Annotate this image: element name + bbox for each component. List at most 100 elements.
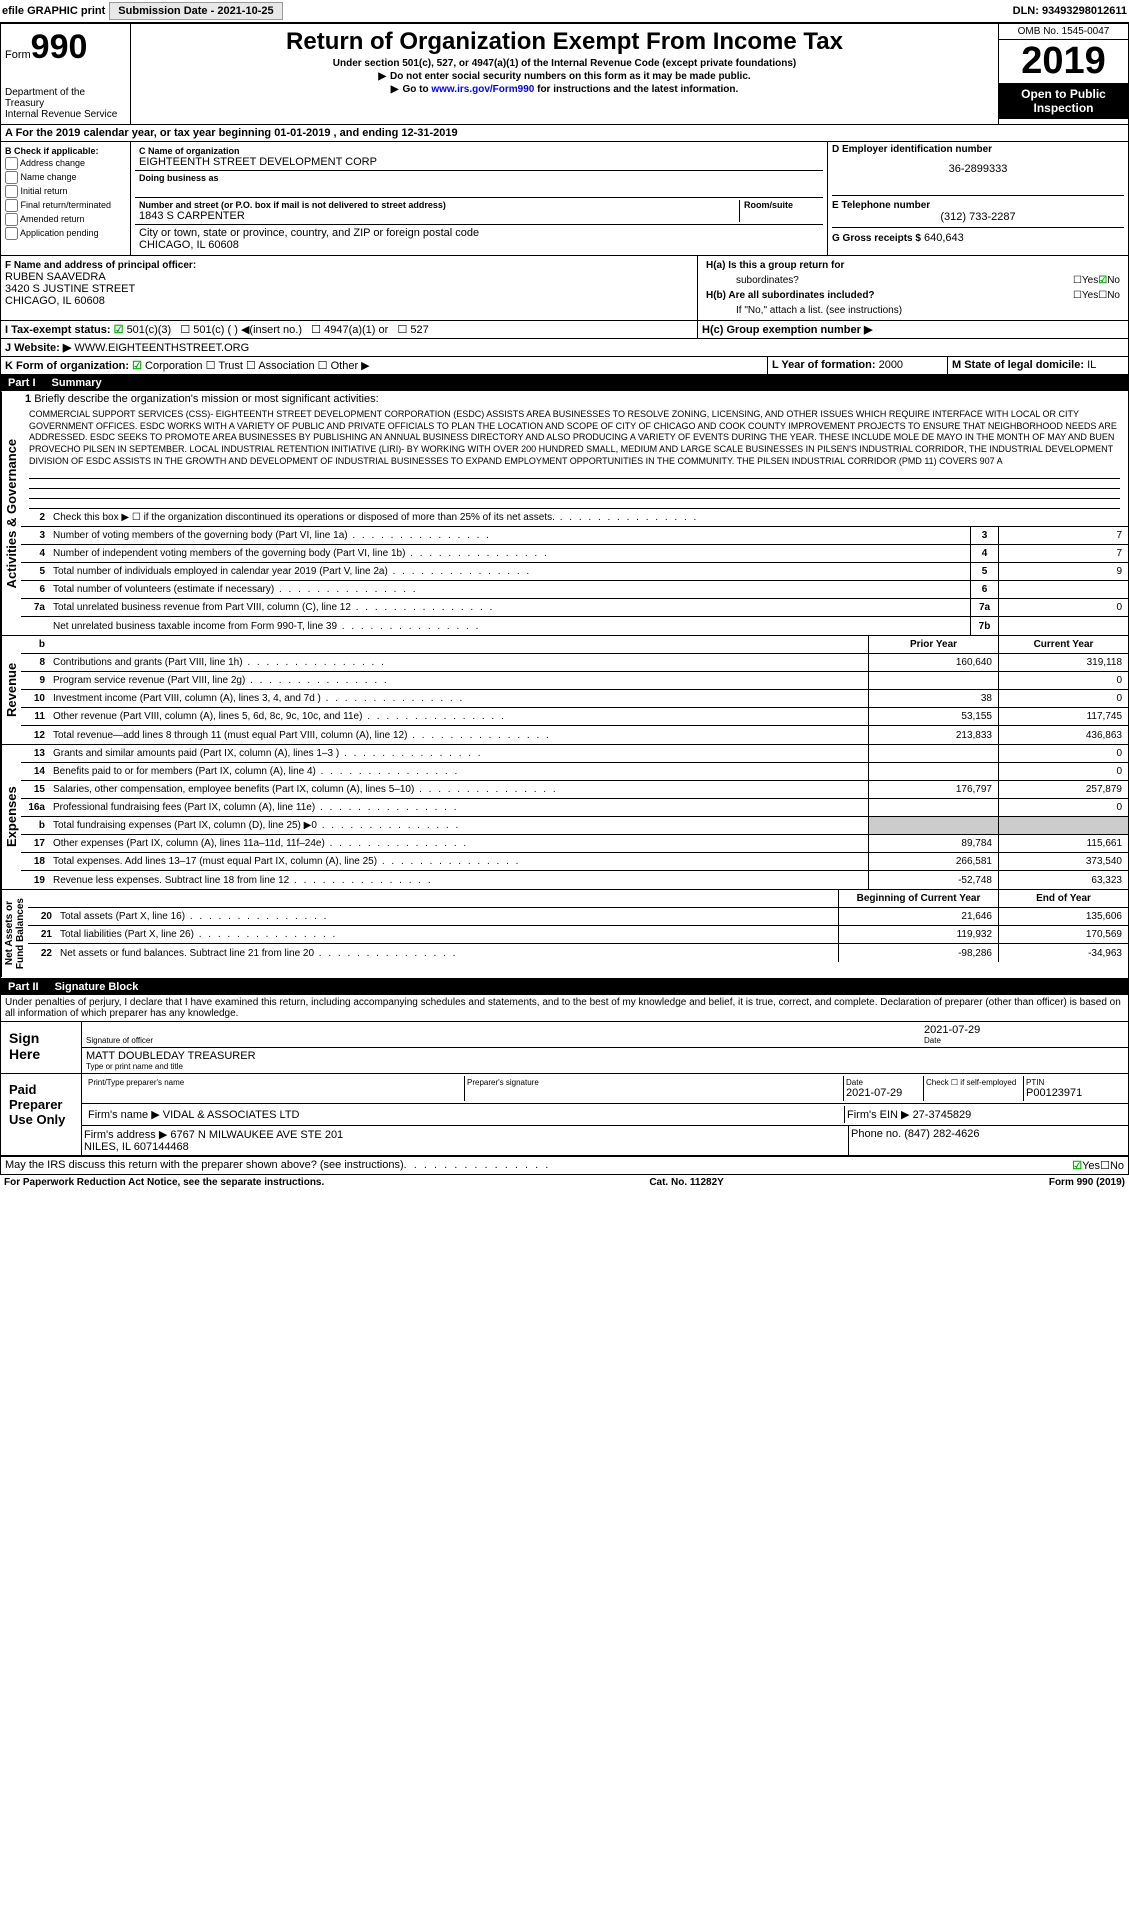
irs-link[interactable]: www.irs.gov/Form990 bbox=[431, 84, 534, 95]
g-label: G Gross receipts $ bbox=[832, 233, 921, 244]
phone-value: (312) 733-2287 bbox=[832, 211, 1124, 223]
form-title: Return of Organization Exempt From Incom… bbox=[135, 28, 994, 56]
form-number: 990 bbox=[31, 28, 88, 66]
footer-left: For Paperwork Reduction Act Notice, see … bbox=[4, 1177, 324, 1188]
firm-ein: 27-3745829 bbox=[913, 1109, 972, 1121]
section-h: H(a) Is this a group return for subordin… bbox=[698, 256, 1128, 320]
form-org-row: K Form of organization: ☑ Corporation ☐ … bbox=[0, 357, 1129, 375]
chk-final[interactable]: Final return/terminated bbox=[5, 199, 126, 212]
col-b: b bbox=[21, 639, 49, 650]
expenses-section: Expenses 13Grants and similar amounts pa… bbox=[0, 745, 1129, 890]
chk-pending[interactable]: Application pending bbox=[5, 227, 126, 240]
vert-activities: Activities & Governance bbox=[1, 391, 21, 635]
mission-text: COMMERCIAL SUPPORT SERVICES (CSS)- EIGHT… bbox=[21, 407, 1128, 469]
sign-here-label: Sign Here bbox=[1, 1022, 81, 1073]
vert-expenses: Expenses bbox=[1, 745, 21, 889]
underline bbox=[29, 499, 1120, 509]
omb-number: OMB No. 1545-0047 bbox=[999, 24, 1128, 40]
room-label: Room/suite bbox=[744, 200, 819, 210]
sig-officer-label: Signature of officer bbox=[86, 1036, 924, 1045]
penalty-text: Under penalties of perjury, I declare th… bbox=[0, 995, 1129, 1022]
dln: DLN: 93493298012611 bbox=[1013, 5, 1127, 17]
end-year-hdr: End of Year bbox=[998, 890, 1128, 907]
ha-no[interactable]: ☑ bbox=[1098, 275, 1107, 286]
table-row: 20Total assets (Part X, line 16)21,64613… bbox=[28, 908, 1128, 926]
prep-date: 2021-07-29 bbox=[846, 1087, 921, 1099]
form-word: Form bbox=[5, 49, 31, 61]
table-row: 12Total revenue—add lines 8 through 11 (… bbox=[21, 726, 1128, 744]
preparer-name-label: Print/Type preparer's name bbox=[86, 1076, 465, 1101]
hb-no[interactable]: ☐No bbox=[1098, 290, 1120, 301]
chk-initial[interactable]: Initial return bbox=[5, 185, 126, 198]
firm-phone-label: Phone no. bbox=[851, 1128, 901, 1140]
chk-501c3[interactable]: ☑ bbox=[114, 324, 124, 336]
ein-value: 36-2899333 bbox=[832, 163, 1124, 175]
firm-addr-label: Firm's address ▶ bbox=[84, 1129, 167, 1141]
footer-center: Cat. No. 11282Y bbox=[649, 1177, 723, 1188]
ha-label: H(a) Is this a group return for bbox=[706, 260, 844, 271]
city-label: City or town, state or province, country… bbox=[139, 227, 819, 239]
header-center: Return of Organization Exempt From Incom… bbox=[131, 24, 998, 124]
revenue-section: Revenue bPrior YearCurrent Year 8Contrib… bbox=[0, 636, 1129, 745]
form-header: Form990 Department of the Treasury Inter… bbox=[0, 23, 1129, 125]
footer: For Paperwork Reduction Act Notice, see … bbox=[0, 1175, 1129, 1190]
discuss-yes[interactable]: ☑Yes bbox=[1072, 1159, 1100, 1172]
discuss-no[interactable]: ☐No bbox=[1100, 1159, 1124, 1172]
underline bbox=[29, 489, 1120, 499]
chk-4947[interactable]: 4947(a)(1) or bbox=[324, 324, 388, 336]
ha2-label: subordinates? bbox=[736, 275, 799, 286]
activities-section: Activities & Governance 1 Briefly descri… bbox=[0, 391, 1129, 636]
d-label: D Employer identification number bbox=[832, 144, 1124, 155]
discuss-row: May the IRS discuss this return with the… bbox=[0, 1157, 1129, 1175]
chk-corp[interactable]: ☑ bbox=[132, 360, 142, 372]
c-name-label: C Name of organization bbox=[139, 146, 819, 156]
header-right: OMB No. 1545-0047 2019 Open to PublicIns… bbox=[998, 24, 1128, 124]
chk-other[interactable]: Other ▶ bbox=[331, 360, 370, 372]
chk-name[interactable]: Name change bbox=[5, 171, 126, 184]
m-label: M State of legal domicile: bbox=[952, 359, 1084, 371]
table-row: 3Number of voting members of the governi… bbox=[21, 527, 1128, 545]
chk-amended[interactable]: Amended return bbox=[5, 213, 126, 226]
footer-right: Form 990 (2019) bbox=[1049, 1177, 1125, 1188]
section-a: A For the 2019 calendar year, or tax yea… bbox=[0, 125, 1129, 142]
city-value: CHICAGO, IL 60608 bbox=[139, 239, 819, 251]
chk-527[interactable]: 527 bbox=[410, 324, 428, 336]
table-row: 7aTotal unrelated business revenue from … bbox=[21, 599, 1128, 617]
underline bbox=[29, 479, 1120, 489]
chk-address[interactable]: Address change bbox=[5, 157, 126, 170]
ptin-value: P00123971 bbox=[1026, 1087, 1122, 1099]
table-row: 17Other expenses (Part IX, column (A), l… bbox=[21, 835, 1128, 853]
street-address: 1843 S CARPENTER bbox=[139, 210, 739, 222]
ptin-label: PTIN bbox=[1026, 1078, 1122, 1087]
top-bar: efile GRAPHIC print Submission Date - 20… bbox=[0, 0, 1129, 23]
table-row: 10Investment income (Part VIII, column (… bbox=[21, 690, 1128, 708]
subtitle-1: Under section 501(c), 527, or 4947(a)(1)… bbox=[135, 58, 994, 69]
part1-header: Part I Summary bbox=[0, 375, 1129, 391]
table-row: 15Salaries, other compensation, employee… bbox=[21, 781, 1128, 799]
chk-assoc[interactable]: Association bbox=[258, 360, 314, 372]
submission-date-btn[interactable]: Submission Date - 2021-10-25 bbox=[109, 2, 282, 20]
table-row: Net unrelated business taxable income fr… bbox=[21, 617, 1128, 635]
officer-name: RUBEN SAAVEDRA bbox=[5, 271, 693, 283]
table-row: 9Program service revenue (Part VIII, lin… bbox=[21, 672, 1128, 690]
table-row: 8Contributions and grants (Part VIII, li… bbox=[21, 654, 1128, 672]
firm-ein-label: Firm's EIN ▶ bbox=[847, 1109, 910, 1121]
underline bbox=[29, 469, 1120, 479]
table-row: 14Benefits paid to or for members (Part … bbox=[21, 763, 1128, 781]
dept-label: Department of the Treasury Internal Reve… bbox=[5, 87, 126, 120]
chk-trust[interactable]: Trust bbox=[218, 360, 243, 372]
efile-label: efile GRAPHIC print bbox=[2, 5, 105, 17]
ha-yes[interactable]: ☐Yes bbox=[1073, 275, 1098, 286]
addr-label: Number and street (or P.O. box if mail i… bbox=[139, 200, 739, 210]
chk-501c[interactable]: 501(c) ( ) ◀(insert no.) bbox=[193, 324, 302, 336]
hb-yes[interactable]: ☐Yes bbox=[1073, 290, 1098, 301]
part2-title: Signature Block bbox=[55, 981, 139, 993]
officer-row: F Name and address of principal officer:… bbox=[0, 256, 1129, 321]
table-row: 21Total liabilities (Part X, line 26)119… bbox=[28, 926, 1128, 944]
gross-receipts: 640,643 bbox=[924, 232, 964, 244]
table-row: bTotal fundraising expenses (Part IX, co… bbox=[21, 817, 1128, 835]
l-label: L Year of formation: bbox=[772, 359, 876, 371]
tax-status-row: I Tax-exempt status: ☑ 501(c)(3) ☐ 501(c… bbox=[0, 321, 1129, 339]
dots bbox=[404, 1159, 551, 1172]
hc-label: H(c) Group exemption number ▶ bbox=[702, 324, 872, 336]
